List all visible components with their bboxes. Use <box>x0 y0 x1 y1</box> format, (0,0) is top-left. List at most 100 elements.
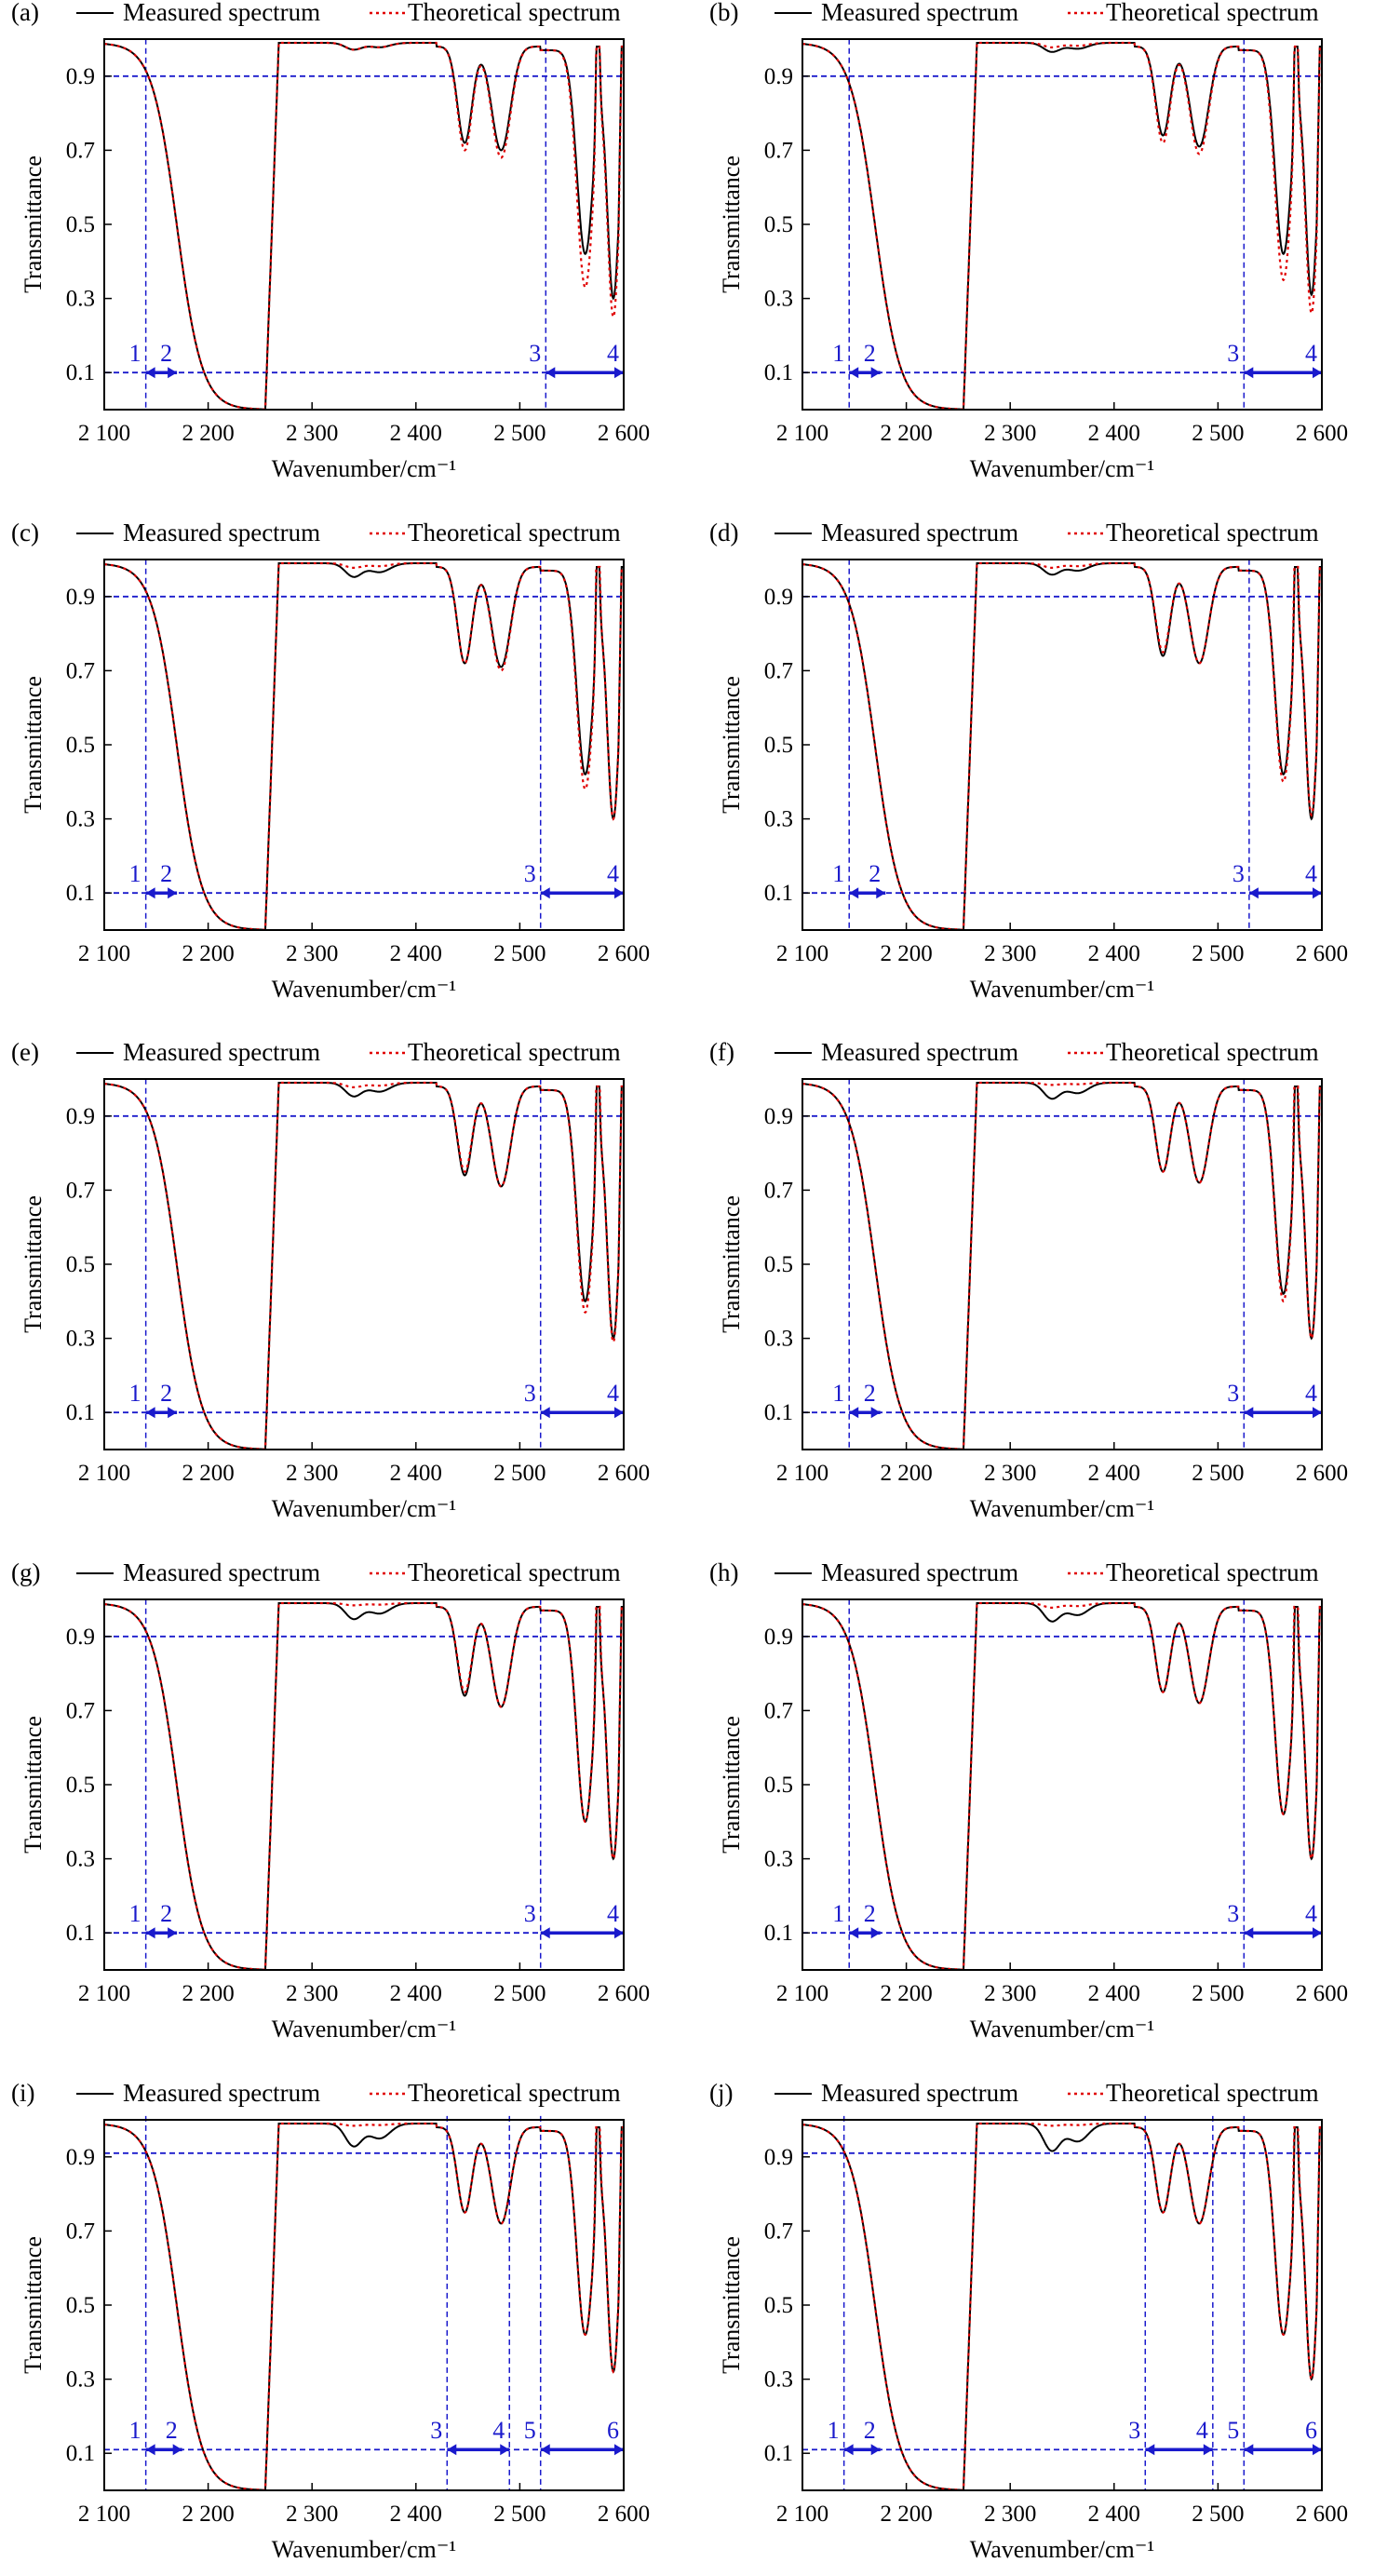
region-label-1: 1 <box>129 1900 141 1927</box>
region-arrowhead-right-0 <box>870 2444 881 2456</box>
region-label-1: 1 <box>129 1380 141 1407</box>
region-arrowhead-left-1 <box>1145 2444 1155 2456</box>
y-tick-label: 0.3 <box>66 2367 95 2393</box>
x-tick-label: 2 100 <box>78 421 130 446</box>
region-label-1: 1 <box>129 2417 141 2444</box>
x-tick-label: 2 300 <box>286 421 338 446</box>
y-tick-label: 0.3 <box>764 1327 793 1352</box>
y-tick-label: 0.3 <box>764 807 793 832</box>
x-tick-label: 2 100 <box>78 1981 130 2006</box>
x-tick-label: 2 300 <box>984 1981 1036 2006</box>
region-arrowhead-left-1 <box>546 367 556 379</box>
panel-label: (b) <box>709 0 738 26</box>
legend-label-theoretical: Theoretical spectrum <box>1106 519 1319 546</box>
x-tick-label: 2 200 <box>182 1981 234 2006</box>
region-label-5: 5 <box>524 2417 536 2444</box>
x-tick-label: 2 200 <box>880 941 932 966</box>
region-label-2: 2 <box>864 2417 876 2444</box>
y-tick-label: 0.5 <box>764 212 793 237</box>
x-axis-title: Wavenumber/cm⁻¹ <box>272 2536 456 2563</box>
region-arrowhead-left-0 <box>145 887 155 899</box>
x-tick-label: 2 400 <box>1088 2502 1140 2527</box>
region-arrowhead-left-0 <box>145 2444 155 2456</box>
region-label-4: 4 <box>1196 2417 1208 2444</box>
x-tick-label: 2 500 <box>493 421 546 446</box>
x-tick-label: 2 100 <box>776 2502 828 2527</box>
legend-label-measured: Measured spectrum <box>123 2079 320 2107</box>
region-arrowhead-right-2 <box>614 2444 624 2456</box>
region-label-3: 3 <box>524 1900 536 1927</box>
legend-label-measured: Measured spectrum <box>123 0 320 26</box>
region-arrowhead-right-1 <box>1313 1927 1322 1939</box>
chart-panel-f: (f) Measured spectrum Theoretical spectrum… <box>709 1038 1348 1522</box>
legend-label-theoretical: Theoretical spectrum <box>408 1038 621 1066</box>
region-label-1: 1 <box>129 860 141 887</box>
series-line-theoretical <box>103 2122 624 2491</box>
y-tick-label: 0.7 <box>764 658 793 683</box>
legend-label-measured: Measured spectrum <box>821 1038 1018 1066</box>
y-tick-label: 0.9 <box>764 64 793 89</box>
y-tick-label: 0.1 <box>66 1921 95 1946</box>
plot-frame <box>802 1598 1323 1971</box>
y-tick-label: 0.9 <box>764 2145 793 2170</box>
x-tick-label: 2 200 <box>880 1461 932 1486</box>
y-tick-label: 0.9 <box>66 2145 95 2170</box>
region-arrowhead-right-1 <box>1313 367 1322 379</box>
chart-panel-g: (g) Measured spectrum Theoretical spectrum… <box>11 1558 650 2043</box>
region-arrowhead-right-1 <box>614 887 624 899</box>
chart-panel-c: (c) Measured spectrum Theoretical spectrum… <box>11 519 650 1003</box>
region-label-4: 4 <box>607 860 619 887</box>
y-tick-label: 0.5 <box>764 1252 793 1277</box>
series-line-measured <box>103 1602 624 1971</box>
legend-label-measured: Measured spectrum <box>821 1558 1018 1586</box>
x-tick-label: 2 200 <box>182 2502 234 2527</box>
region-label-3: 3 <box>1227 1900 1239 1927</box>
x-tick-label: 2 400 <box>390 941 442 966</box>
chart-panel-e: (e) Measured spectrum Theoretical spectrum… <box>11 1038 650 1522</box>
x-tick-label: 2 300 <box>286 1461 338 1486</box>
y-tick-label: 0.7 <box>764 1698 793 1723</box>
y-tick-label: 0.1 <box>764 1400 793 1425</box>
panel-label: (c) <box>11 519 39 546</box>
region-label-1: 1 <box>828 2417 840 2444</box>
region-label-6: 6 <box>607 2417 619 2444</box>
y-tick-label: 0.3 <box>764 2367 793 2393</box>
legend-label-measured: Measured spectrum <box>123 519 320 546</box>
y-tick-label: 0.3 <box>66 1847 95 1872</box>
region-arrowhead-right-0 <box>870 1407 881 1419</box>
x-tick-label: 2 100 <box>78 941 130 966</box>
y-axis-title: Transmittance <box>718 2236 745 2374</box>
region-arrowhead-left-1 <box>447 2444 457 2456</box>
y-tick-label: 0.9 <box>764 1625 793 1650</box>
chart-panel-h: (h) Measured spectrum Theoretical spectrum… <box>709 1558 1348 2043</box>
x-axis-title: Wavenumber/cm⁻¹ <box>272 1495 456 1522</box>
series-line-measured <box>103 562 624 931</box>
region-arrowhead-right-1 <box>614 1407 624 1419</box>
y-tick-label: 0.9 <box>66 1625 95 1650</box>
x-tick-label: 2 100 <box>776 1461 828 1486</box>
region-arrowhead-right-0 <box>168 1927 178 1939</box>
x-tick-label: 2 500 <box>493 1981 546 2006</box>
x-tick-label: 2 300 <box>286 2502 338 2527</box>
x-axis-title: Wavenumber/cm⁻¹ <box>970 2536 1154 2563</box>
region-arrowhead-right-0 <box>870 367 881 379</box>
y-tick-label: 0.9 <box>66 64 95 89</box>
x-tick-label: 2 400 <box>390 1981 442 2006</box>
legend-label-measured: Measured spectrum <box>821 519 1018 546</box>
region-label-4: 4 <box>1305 1380 1317 1407</box>
x-tick-label: 2 200 <box>182 421 234 446</box>
x-tick-label: 2 400 <box>1088 1461 1140 1486</box>
region-arrowhead-right-0 <box>870 1927 881 1939</box>
region-label-2: 2 <box>864 340 876 367</box>
region-label-2: 2 <box>864 1380 876 1407</box>
region-arrowhead-right-1 <box>614 1927 624 1939</box>
region-arrowhead-right-0 <box>168 367 178 379</box>
y-tick-label: 0.9 <box>764 1104 793 1129</box>
y-tick-label: 0.1 <box>66 360 95 385</box>
x-tick-label: 2 600 <box>1296 2502 1348 2527</box>
x-tick-label: 2 100 <box>78 2502 130 2527</box>
series-line-measured <box>802 1082 1322 1450</box>
region-label-3: 3 <box>529 340 541 367</box>
x-tick-label: 2 500 <box>1192 941 1244 966</box>
